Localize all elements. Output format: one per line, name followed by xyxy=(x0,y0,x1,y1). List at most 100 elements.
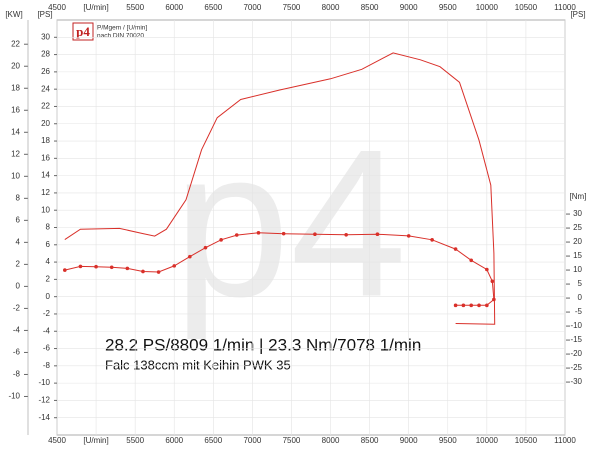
kw-tick-label: 6 xyxy=(16,215,21,224)
data-point xyxy=(469,303,474,308)
x-tick-label: 10500 xyxy=(515,436,538,445)
logo-box xyxy=(72,22,94,41)
x-tick-label-top: 7500 xyxy=(283,3,301,12)
data-point xyxy=(234,233,239,237)
kw-tick-label: 4 xyxy=(16,237,21,246)
x-tick-label-top: 11000 xyxy=(554,3,576,12)
ps-tick-label: 14 xyxy=(41,171,50,180)
kw-tick-label: 22 xyxy=(11,39,20,48)
ps-tick-label: -2 xyxy=(43,309,51,318)
legend-line: P/Mgem / [U/min] xyxy=(97,25,147,32)
x-tick-label: 9500 xyxy=(439,436,457,445)
x-tick-label: 6500 xyxy=(204,436,222,445)
data-point xyxy=(281,231,286,236)
x-tick-label-top: 9000 xyxy=(400,3,418,12)
data-point xyxy=(172,264,177,268)
x-tick-label: 6000 xyxy=(165,436,183,445)
data-point xyxy=(477,303,481,308)
nm-tick-label: 15 xyxy=(573,251,582,260)
ps-tick-label: 18 xyxy=(41,136,50,145)
kw-tick-label: 18 xyxy=(11,83,20,92)
ps-tick-label: 26 xyxy=(41,67,50,76)
nm-tick-label: 0 xyxy=(578,293,583,302)
kw-tick-label: 2 xyxy=(16,259,21,268)
data-point xyxy=(313,232,317,237)
data-point xyxy=(203,245,208,250)
nm-tick-label: 20 xyxy=(573,237,582,246)
legend-line: nach DIN 70020 xyxy=(97,33,144,40)
data-point xyxy=(94,264,98,269)
kw-tick-label: 14 xyxy=(11,127,20,136)
data-point xyxy=(219,238,223,242)
kw-tick-label: -4 xyxy=(13,326,21,335)
x-tick-label: 10000 xyxy=(476,436,499,445)
logo: p4 xyxy=(76,24,90,39)
nm-tick-label: -5 xyxy=(575,307,583,316)
annotation: Falc 138ccm mit Keihin PWK 35 xyxy=(105,357,291,372)
data-point xyxy=(125,266,130,271)
x-tick-label-top: 4500 xyxy=(48,3,66,12)
ps-axis-label-right: [PS] xyxy=(570,10,585,19)
ps-tick-label: 0 xyxy=(46,292,51,301)
nm-tick-label: -20 xyxy=(570,349,582,358)
watermark: p4 xyxy=(173,105,407,340)
data-point xyxy=(78,264,83,269)
series-line xyxy=(64,52,496,325)
kw-tick-label: -6 xyxy=(13,348,21,357)
kw-tick-label: 16 xyxy=(11,105,20,114)
ps-tick-label: 30 xyxy=(41,32,50,41)
ps-tick-label: 16 xyxy=(41,153,50,162)
kw-tick-label: 0 xyxy=(16,282,21,291)
ps-tick-label: -4 xyxy=(43,326,51,335)
data-point xyxy=(490,279,495,284)
nm-tick-label: 5 xyxy=(578,279,583,288)
data-point xyxy=(156,270,161,274)
nm-tick-label: 25 xyxy=(573,223,582,232)
nm-axis-label: [Nm] xyxy=(570,192,587,201)
ps-tick-label: -10 xyxy=(38,378,50,387)
x-tick-label: 4500 xyxy=(48,436,66,445)
ps-tick-label: 6 xyxy=(46,240,51,249)
data-point xyxy=(109,265,114,270)
x-tick-label: [U/min] xyxy=(83,436,108,445)
x-tick-label: 8000 xyxy=(322,436,340,445)
x-tick-label-top: 7000 xyxy=(243,3,261,12)
data-point xyxy=(485,303,489,308)
nm-tick-label: -15 xyxy=(570,335,582,344)
kw-tick-label: 10 xyxy=(11,171,20,180)
x-tick-label: 8500 xyxy=(361,436,379,445)
x-tick-label-top: 5500 xyxy=(126,3,144,12)
data-point xyxy=(406,234,411,238)
ps-tick-label: 22 xyxy=(41,102,50,111)
x-tick-label: 7000 xyxy=(243,436,261,445)
x-tick-label: 5500 xyxy=(126,436,144,445)
data-point xyxy=(63,268,67,272)
x-tick-label-top: 10500 xyxy=(515,3,538,12)
kw-tick-label: -10 xyxy=(8,392,20,401)
data-point xyxy=(141,269,145,274)
data-point xyxy=(430,238,434,242)
kw-axis-label: [KW] xyxy=(5,10,22,19)
data-point xyxy=(344,232,348,237)
data-point xyxy=(469,258,474,263)
x-tick-label-top: 8000 xyxy=(322,3,340,12)
ps-tick-label: -12 xyxy=(38,396,50,405)
data-point xyxy=(375,232,380,237)
ps-axis-label: [PS] xyxy=(37,10,52,19)
ps-tick-label: 8 xyxy=(46,223,51,232)
kw-tick-label: 12 xyxy=(11,149,20,158)
kw-tick-label: 20 xyxy=(11,61,20,70)
data-point xyxy=(453,303,458,308)
x-tick-label: 7500 xyxy=(283,436,301,445)
ps-tick-label: -8 xyxy=(43,361,51,370)
ps-tick-label: -14 xyxy=(38,413,50,422)
nm-tick-label: 10 xyxy=(573,265,582,274)
x-tick-label-top: 6000 xyxy=(165,3,183,12)
x-tick-label-top: 10000 xyxy=(476,3,499,12)
nm-tick-label: 30 xyxy=(573,209,582,218)
data-point xyxy=(256,231,261,235)
nm-tick-label: -30 xyxy=(570,377,582,386)
annotation: 28.2 PS/8809 1/min | 23.3 Nm/7078 1/min xyxy=(105,335,421,354)
x-tick-label: 9000 xyxy=(400,436,418,445)
